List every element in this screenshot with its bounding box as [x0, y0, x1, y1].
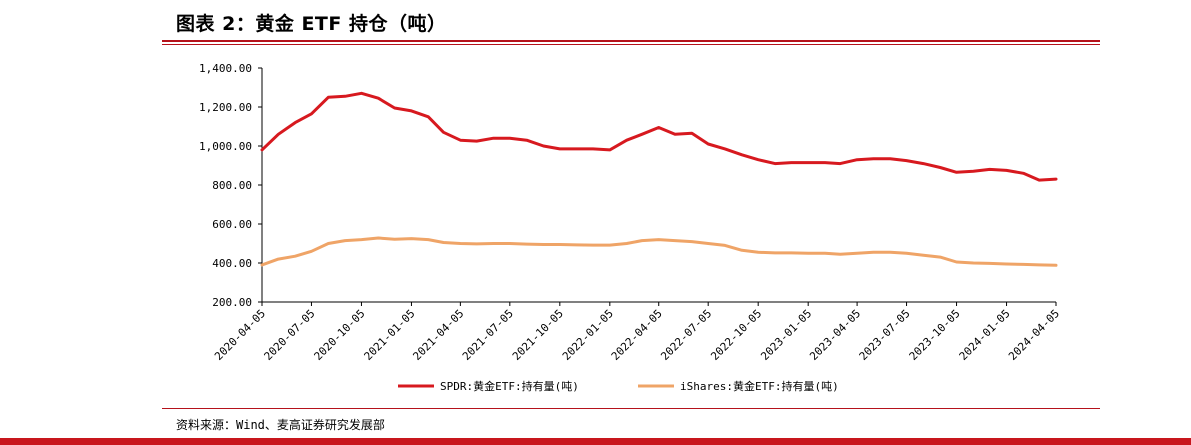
x-tick-label: 2021-07-05 [460, 307, 516, 363]
x-tick-label: 2023-04-05 [807, 307, 863, 363]
x-axis-ticks: 2020-04-052020-07-052020-10-052021-01-05… [212, 302, 1062, 363]
figure-title: 图表 2：黄金 ETF 持仓（吨） [176, 13, 447, 35]
x-tick-label: 2023-07-05 [857, 307, 913, 363]
x-tick-label: 2022-10-05 [708, 307, 764, 363]
legend-item-ishares: iShares:黄金ETF:持有量(吨) [638, 379, 839, 393]
source-rule-top [162, 408, 1100, 409]
y-axis-ticks: 200.00 400.00 600.00 800.00 1,000.00 1,200.00… [199, 62, 262, 309]
x-tick-label: 2020-04-05 [212, 307, 268, 363]
x-tick-label: 2022-04-05 [609, 307, 665, 363]
spdr-series-line [260, 91, 1058, 182]
x-tick-label: 2021-01-05 [362, 307, 418, 363]
y-tick-label: 1,200.00 [199, 101, 252, 114]
chart-legend: SPDR:黄金ETF:持有量(吨) iShares:黄金ETF:持有量(吨) [398, 379, 839, 393]
x-tick-label: 2021-10-05 [510, 307, 566, 363]
title-rule-thin [162, 44, 1100, 45]
chart-series-lines [260, 91, 1058, 267]
title-rule-thick [162, 40, 1100, 42]
chart-axes [261, 68, 1056, 303]
legend-item-spdr: SPDR:黄金ETF:持有量(吨) [398, 379, 579, 393]
y-tick-label: 800.00 [212, 179, 252, 192]
x-tick-label: 2022-01-05 [560, 307, 616, 363]
y-tick-label: 600.00 [212, 218, 252, 231]
x-tick-label: 2020-07-05 [262, 307, 318, 363]
legend-label: SPDR:黄金ETF:持有量(吨) [440, 379, 579, 393]
x-tick-label: 2022-07-05 [658, 307, 714, 363]
y-tick-label: 400.00 [212, 257, 252, 270]
x-tick-label: 2020-10-05 [312, 307, 368, 363]
source-note: 资料来源：Wind、麦高证券研究发展部 [176, 418, 385, 432]
x-tick-label: 2023-10-05 [907, 307, 963, 363]
x-tick-label: 2023-01-05 [758, 307, 814, 363]
ishares-series-line [260, 236, 1058, 267]
y-tick-label: 1,400.00 [199, 62, 252, 75]
x-tick-label: 2024-04-05 [1006, 307, 1062, 363]
page-bottom-bar [0, 438, 1191, 445]
x-tick-label: 2021-04-05 [410, 307, 466, 363]
legend-label: iShares:黄金ETF:持有量(吨) [680, 379, 839, 393]
y-tick-label: 1,000.00 [199, 140, 252, 153]
y-tick-label: 200.00 [212, 296, 252, 309]
x-tick-label: 2024-01-05 [957, 307, 1013, 363]
